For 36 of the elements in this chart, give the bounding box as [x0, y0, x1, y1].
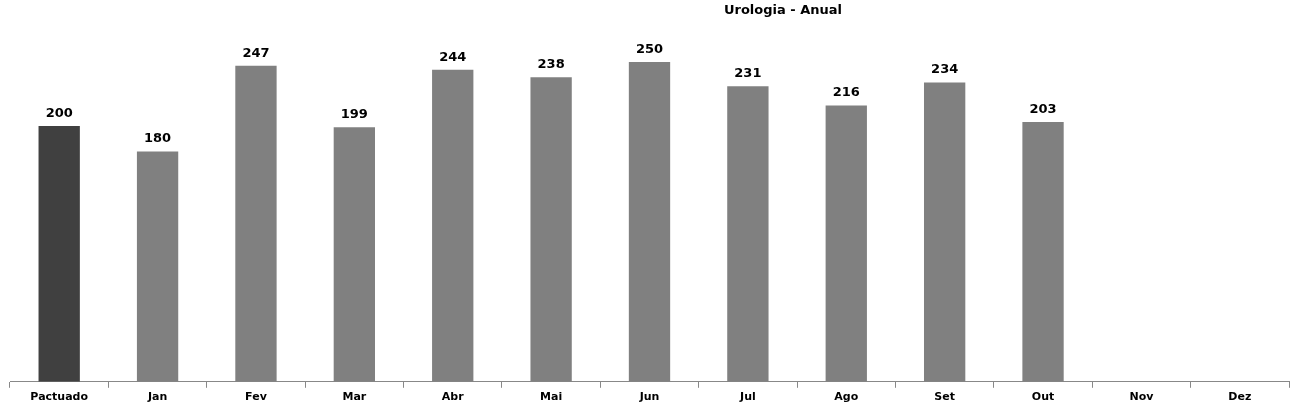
bar [825, 105, 867, 382]
data-label: 234 [931, 61, 959, 77]
x-tick-label: Ago [834, 390, 859, 404]
x-tick-label: Mai [540, 390, 563, 404]
x-tick-label: Pactuado [30, 390, 89, 404]
data-label: 180 [144, 130, 172, 146]
x-tick-label: Set [934, 390, 955, 404]
x-tick-label: Jun [638, 390, 660, 404]
data-label: 244 [439, 48, 467, 64]
x-tick-label: Out [1031, 390, 1055, 404]
x-tick-label: Fev [245, 390, 268, 404]
x-tick-label: Nov [1129, 390, 1155, 404]
x-tick-label: Dez [1228, 390, 1252, 404]
data-label: 203 [1029, 101, 1057, 116]
data-label: 247 [242, 44, 270, 60]
bar [628, 62, 671, 382]
x-tick-label: Abr [441, 390, 465, 404]
x-tick-label: Mar [342, 390, 367, 404]
data-label: 200 [45, 104, 73, 120]
chart-title: Urologia - Anual [723, 2, 843, 17]
data-label: 231 [734, 65, 762, 81]
data-label: 216 [832, 84, 860, 100]
bar [727, 86, 769, 382]
bar [1022, 122, 1064, 382]
data-label: 199 [340, 106, 368, 122]
bar [432, 69, 474, 382]
bar [136, 151, 179, 382]
x-tick-label: Jul [739, 390, 756, 404]
data-label: 250 [635, 40, 664, 56]
data-label: 238 [537, 56, 565, 72]
bar [923, 82, 966, 382]
x-tick-label: Jan [146, 390, 168, 404]
bar [235, 65, 277, 382]
bar [38, 125, 80, 382]
bar [333, 127, 376, 382]
bar [530, 77, 572, 382]
